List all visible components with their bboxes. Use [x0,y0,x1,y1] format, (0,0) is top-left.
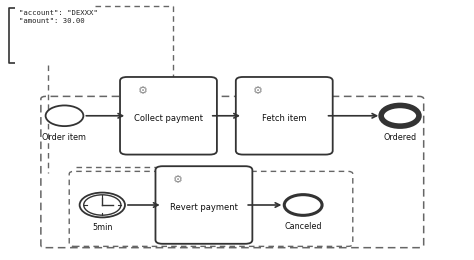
FancyBboxPatch shape [120,77,217,154]
Text: ⚙: ⚙ [137,86,147,95]
Circle shape [381,106,419,126]
FancyBboxPatch shape [155,166,252,244]
Text: ⚙: ⚙ [173,175,183,185]
Text: Fetch item: Fetch item [262,114,307,123]
Text: Order item: Order item [43,133,86,142]
Text: ⚙: ⚙ [253,86,263,95]
Text: Collect payment: Collect payment [134,114,203,123]
Text: Canceled: Canceled [284,222,322,231]
FancyBboxPatch shape [236,77,333,154]
Text: Revert payment: Revert payment [170,203,238,212]
Circle shape [80,193,125,217]
Text: "account": "DEXXX"
"amount": 30.00: "account": "DEXXX" "amount": 30.00 [18,10,97,24]
Circle shape [84,195,121,215]
Text: Ordered: Ordered [383,133,417,142]
Text: 5min: 5min [92,223,112,232]
Circle shape [46,106,83,126]
Circle shape [284,195,322,215]
